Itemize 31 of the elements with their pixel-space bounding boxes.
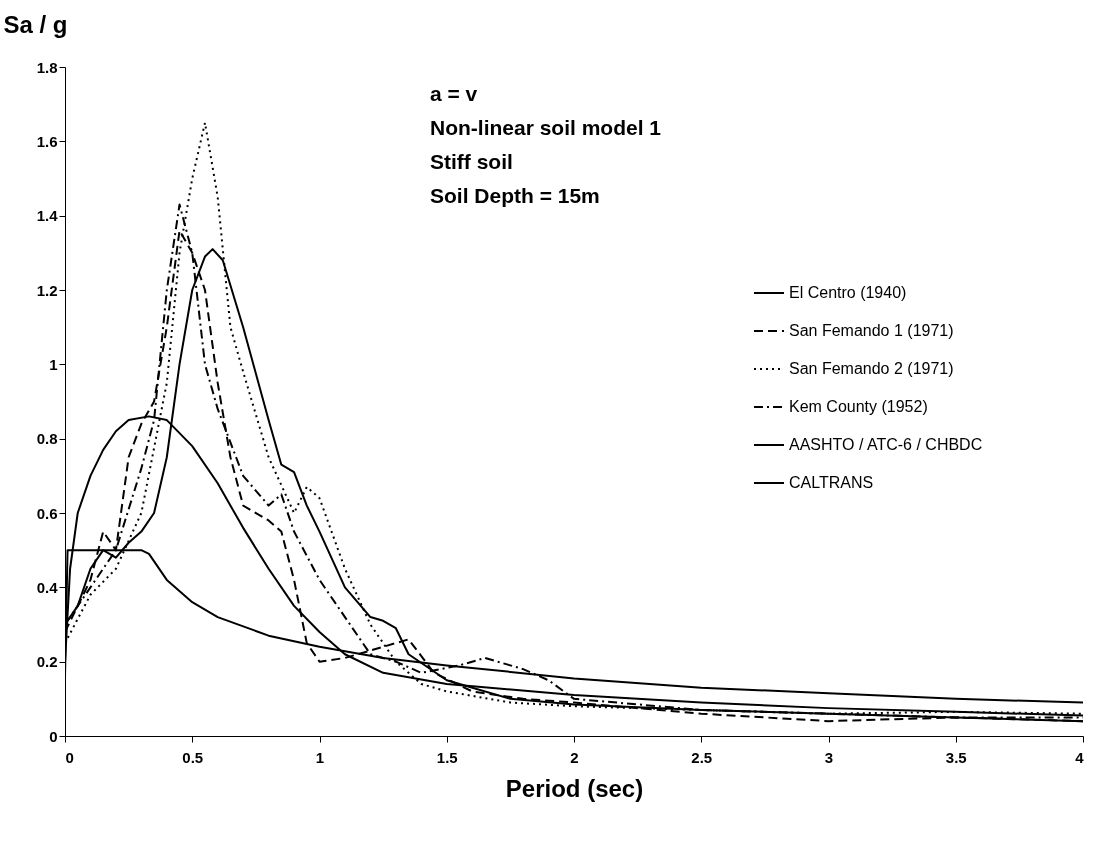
annotation: Stiff soil	[430, 150, 513, 173]
annotation: Non-linear soil model 1	[430, 116, 662, 139]
annotation: Soil Depth = 15m	[430, 184, 600, 207]
x-tick-label: 2.5	[691, 748, 713, 766]
legend-label: El Centro (1940)	[789, 284, 907, 301]
legend-label: San Femando 2 (1971)	[789, 360, 954, 377]
legend-label: Kem County (1952)	[789, 398, 928, 415]
x-tick-label: 2	[570, 748, 579, 766]
x-tick-label: 3	[824, 748, 834, 766]
y-axis-title: Sa / g	[3, 10, 68, 38]
y-tick-label: 1.6	[36, 132, 58, 150]
x-tick-label: 3.5	[945, 748, 967, 766]
annotation: a = v	[430, 82, 478, 105]
x-tick-label: 4	[1075, 748, 1085, 766]
legend-label: CALTRANS	[789, 474, 874, 491]
legend-label: San Femando 1 (1971)	[789, 322, 954, 339]
y-tick-label: 1.8	[36, 58, 58, 76]
y-tick-label: 1.2	[36, 281, 58, 299]
y-tick-label: 0.6	[36, 504, 58, 522]
y-tick-label: 1.4	[36, 207, 59, 225]
y-tick-label: 0.2	[36, 653, 58, 671]
x-tick-label: 0.5	[182, 748, 204, 766]
y-tick-label: 0.4	[36, 578, 59, 596]
y-tick-label: 0	[49, 727, 58, 745]
x-axis-title: Period (sec)	[505, 774, 644, 802]
x-tick-label: 1.5	[436, 748, 458, 766]
x-tick-label: 0	[65, 748, 74, 766]
y-tick-label: 1	[49, 355, 58, 373]
y-tick-label: 0.8	[36, 430, 58, 448]
x-tick-label: 1	[315, 748, 325, 766]
legend-label: AASHTO / ATC-6 / CHBDC	[789, 436, 983, 453]
